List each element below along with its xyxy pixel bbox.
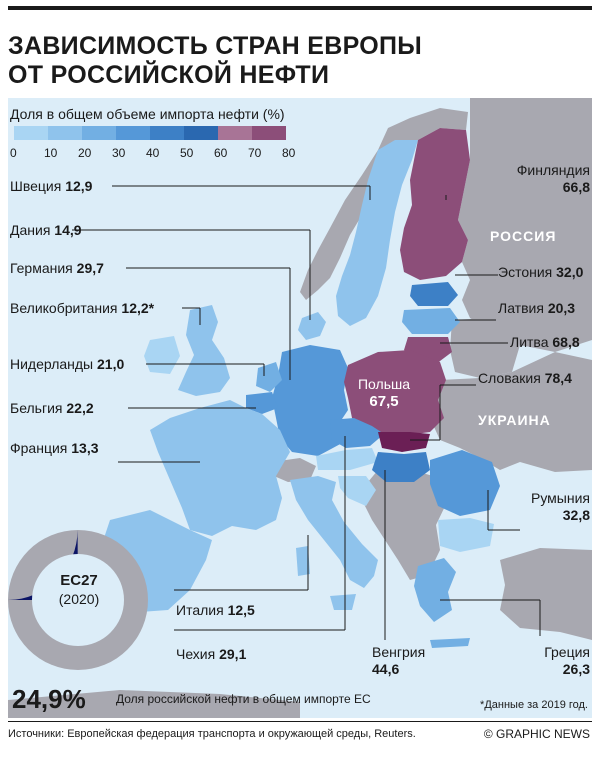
label-poland: Польша 67,5 xyxy=(357,376,411,410)
legend-tick: 80 xyxy=(282,146,296,160)
legend-tick: 70 xyxy=(248,146,262,160)
donut-eu-name: ЕС27 xyxy=(60,572,98,589)
legend-title: Доля в общем объеме импорта нефти (%) xyxy=(10,106,285,122)
country-greece xyxy=(414,558,456,622)
legend-swatch xyxy=(218,126,252,140)
label-uk: Великобритания 12,2* xyxy=(10,300,155,316)
country-uk xyxy=(178,305,230,396)
turkey-land xyxy=(500,548,592,640)
country-sweden xyxy=(336,140,418,326)
legend-swatch xyxy=(252,126,286,140)
country-denmark xyxy=(298,312,326,340)
label-lithuania: Литва 68,8 xyxy=(510,334,580,350)
legend-tick: 0 xyxy=(10,146,17,160)
country-austria xyxy=(316,448,378,470)
legend-tick: 40 xyxy=(146,146,160,160)
label-france: Франция 13,3 xyxy=(10,440,99,456)
legend-swatch xyxy=(48,126,82,140)
donut-center xyxy=(32,554,124,646)
leader-lines xyxy=(72,185,541,640)
legend-swatch xyxy=(14,126,48,140)
country-slovakia xyxy=(378,432,430,452)
label-netherlands: Нидерланды 21,0 xyxy=(10,356,125,372)
ukraine-land xyxy=(430,352,592,472)
legend-color-scale xyxy=(14,126,286,140)
label-romania: Румыния 32,8 xyxy=(530,490,590,523)
country-crete xyxy=(430,638,470,648)
country-france xyxy=(150,400,290,536)
footnote: *Данные за 2019 год. xyxy=(480,699,588,711)
label-czechia: Чехия 29,1 xyxy=(176,646,247,662)
russia-land xyxy=(458,98,592,352)
eu-total-value: 24,9% xyxy=(12,684,86,714)
label-hungary: Венгрия 44,6 xyxy=(372,644,426,677)
legend-tick: 10 xyxy=(44,146,58,160)
legend-swatch xyxy=(184,126,218,140)
legend-swatch xyxy=(116,126,150,140)
eu-donut-chart xyxy=(8,530,148,670)
label-estonia: Эстония 32,0 xyxy=(498,264,584,280)
country-poland xyxy=(344,350,446,436)
country-germany xyxy=(272,345,348,456)
top-rule xyxy=(8,6,592,10)
legend-tick: 60 xyxy=(214,146,228,160)
label-sweden: Швеция 12,9 xyxy=(10,178,93,194)
label-slovakia: Словакия 78,4 xyxy=(478,370,572,386)
country-latvia xyxy=(402,308,460,334)
title-line-1: ЗАВИСИМОСТЬ СТРАН ЕВРОПЫ xyxy=(8,32,423,60)
legend-tick: 20 xyxy=(78,146,92,160)
country-slovenia-croatia xyxy=(338,476,376,506)
label-italy: Италия 12,5 xyxy=(176,602,255,618)
north-africa-land xyxy=(8,690,300,718)
country-netherlands xyxy=(256,362,282,392)
label-belgium: Бельгия 22,2 xyxy=(10,400,94,416)
label-russia: РОССИЯ xyxy=(490,228,557,244)
label-greece: Греция 26,3 xyxy=(544,644,590,677)
eu-total-description: Доля российской нефти в общем импорте ЕС xyxy=(116,692,371,706)
legend-swatch xyxy=(82,126,116,140)
label-ukraine: УКРАИНА xyxy=(478,412,551,428)
legend-swatch xyxy=(150,126,184,140)
footer-rule xyxy=(8,721,592,722)
country-italy xyxy=(290,476,378,588)
country-sardinia xyxy=(296,546,310,576)
legend-tick: 50 xyxy=(180,146,194,160)
label-denmark: Дания 14,9 xyxy=(10,222,82,238)
label-latvia: Латвия 20,3 xyxy=(498,300,576,316)
page-title: ЗАВИСИМОСТЬ СТРАН ЕВРОПЫ ОТ РОССИЙСКОЙ Н… xyxy=(8,32,422,90)
legend-tick: 30 xyxy=(112,146,126,160)
country-czechia xyxy=(330,418,384,448)
balkans-land xyxy=(362,470,448,580)
country-bulgaria xyxy=(438,518,494,552)
country-sicily xyxy=(330,594,356,610)
country-hungary xyxy=(372,452,430,482)
country-finland xyxy=(400,128,470,280)
donut-label: ЕС27 (2020) xyxy=(34,572,124,607)
country-estonia xyxy=(410,282,458,306)
title-line-2: ОТ РОССИЙСКОЙ НЕФТИ xyxy=(8,61,330,89)
belarus-land xyxy=(450,318,520,378)
country-romania xyxy=(430,450,500,516)
label-finland: Финляндия 66,8 xyxy=(516,162,590,195)
donut-year: (2020) xyxy=(58,591,100,607)
brand-credit: © GRAPHIC NEWS xyxy=(483,727,590,741)
norway-land xyxy=(300,108,468,300)
label-germany: Германия 29,7 xyxy=(10,260,104,276)
sources: Источники: Европейская федерация транспо… xyxy=(8,728,416,740)
